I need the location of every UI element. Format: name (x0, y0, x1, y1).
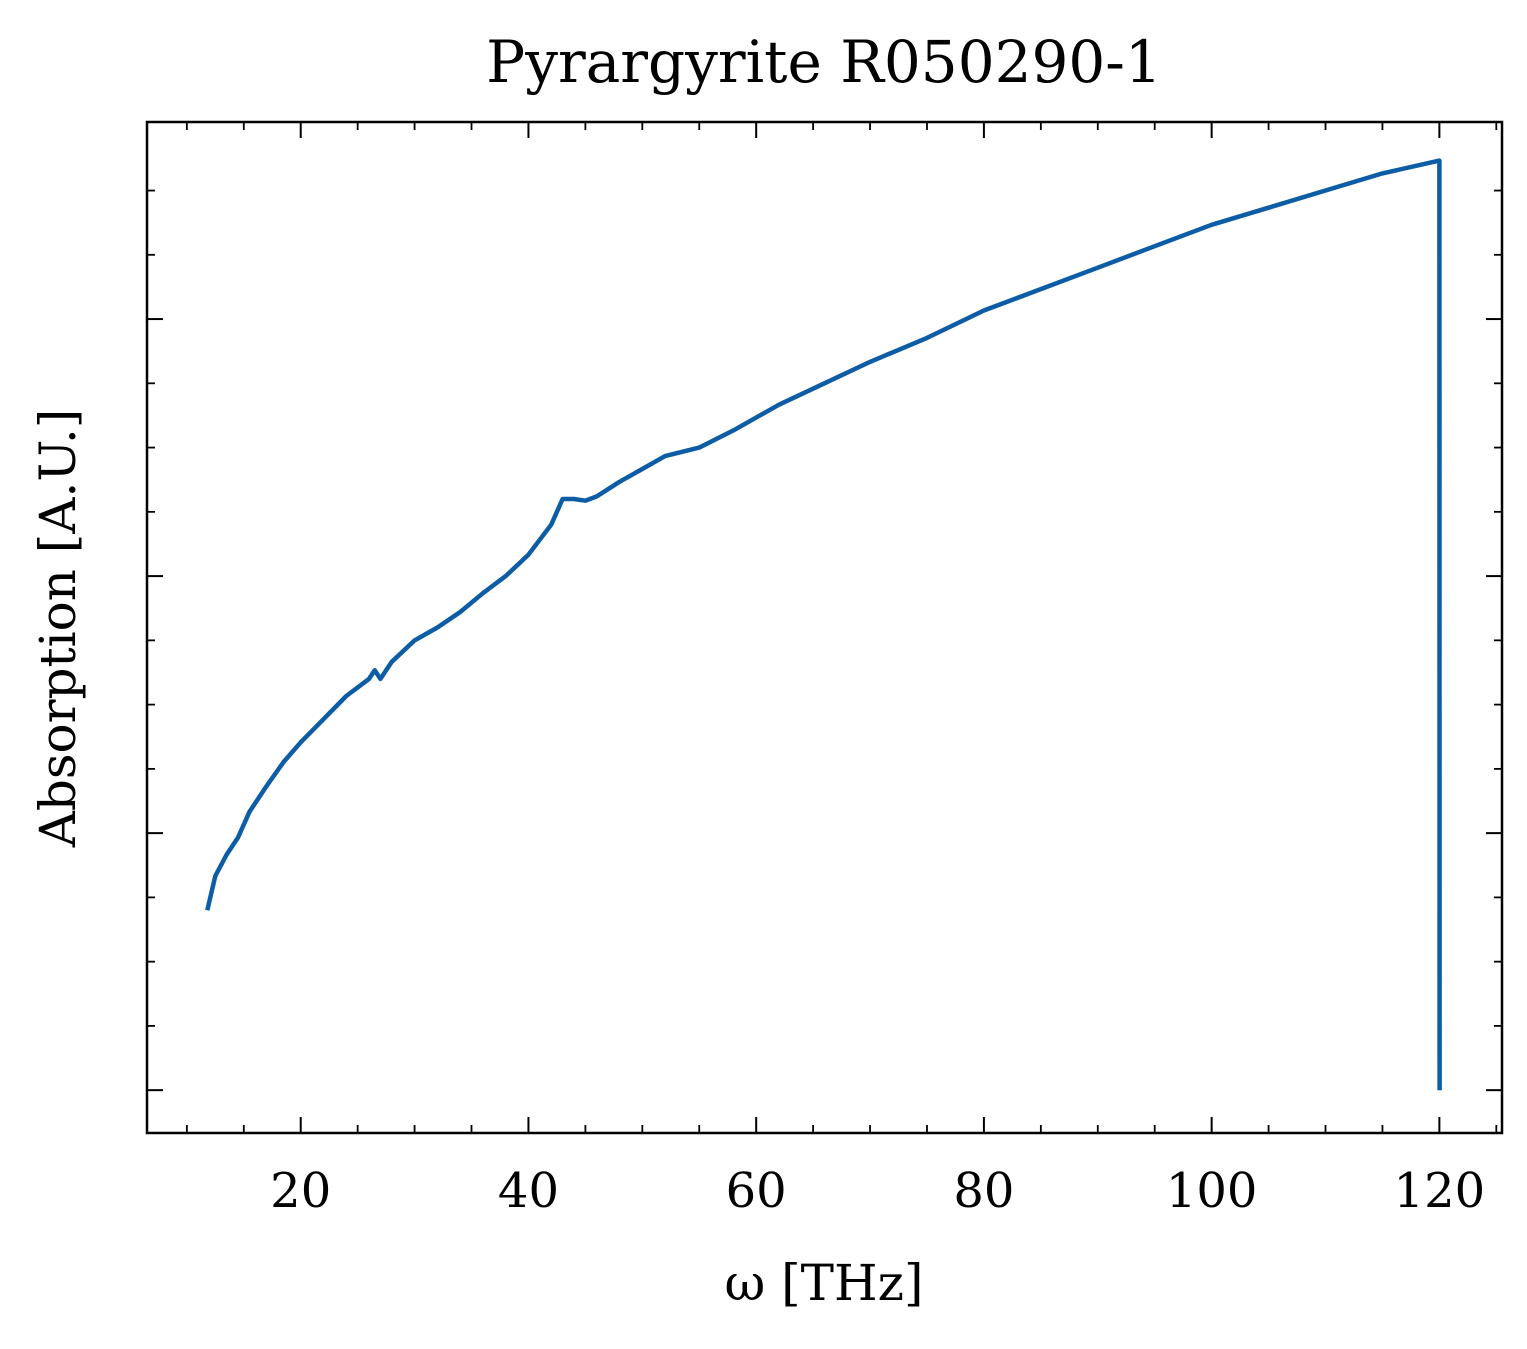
x-tick-label: 120 (1394, 1163, 1486, 1219)
plot-area: 20 40 60 80 100 120 (145, 120, 1504, 1219)
chart-title: Pyrargyrite R050290-1 (486, 28, 1162, 96)
y-axis-label: Absorption [A.U.] (29, 409, 87, 849)
x-tick-label: 80 (953, 1163, 1014, 1219)
x-tick-label: 20 (270, 1163, 331, 1219)
x-tick-label: 100 (1166, 1163, 1258, 1219)
axes-frame (145, 120, 1504, 1135)
series-line (205, 158, 1442, 1091)
x-axis-label: ω [THz] (725, 1254, 924, 1312)
x-tick-label: 40 (498, 1163, 559, 1219)
x-tick-label: 60 (726, 1163, 787, 1219)
